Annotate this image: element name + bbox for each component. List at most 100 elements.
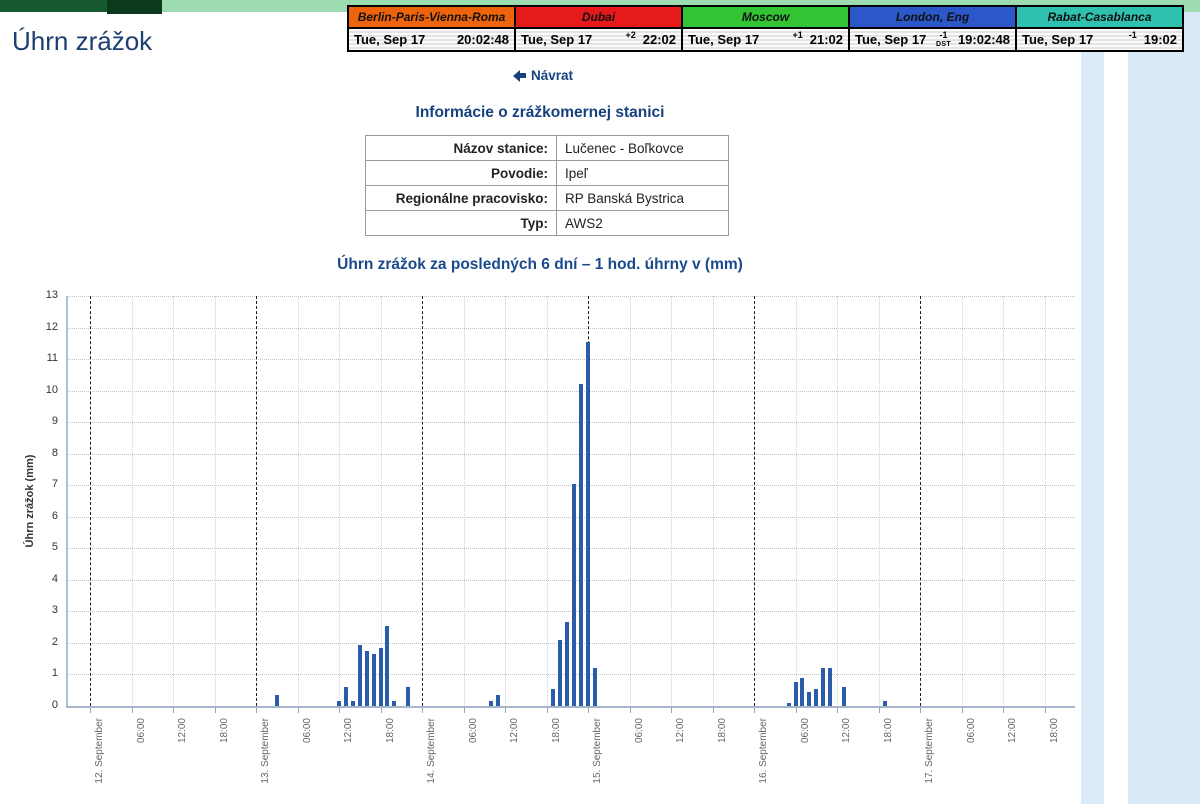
x-tick xyxy=(90,708,91,713)
x-tick-label: 12:00 xyxy=(1007,718,1018,744)
clock-date: Tue, Sep 17 xyxy=(521,32,593,47)
day-boundary-line xyxy=(754,296,755,706)
x-tick-label: 18:00 xyxy=(716,718,728,744)
world-clocks-bar: Berlin-Paris-Vienna-Roma Tue, Sep 17 20:… xyxy=(347,5,1184,52)
y-tick-label: 12 xyxy=(45,320,58,333)
y-gridline xyxy=(68,422,1075,424)
clock-time: 20:02:48 xyxy=(456,32,509,47)
y-axis-line xyxy=(66,296,68,708)
clock-time: 19:02 xyxy=(1143,32,1177,47)
precip-bar xyxy=(371,653,376,706)
row-value: RP Banská Bystrica xyxy=(556,185,729,211)
y-axis-title: Úhrn zrážok (mm) xyxy=(24,454,36,548)
precip-bar xyxy=(385,625,390,706)
precip-bar xyxy=(579,384,584,706)
day-boundary-line xyxy=(920,296,921,706)
x-tick xyxy=(878,708,880,713)
y-gridline xyxy=(68,642,1075,644)
clock-date: Tue, Sep 17 xyxy=(354,32,426,47)
y-gridline xyxy=(68,296,1075,297)
x-tick-label: 18:00 xyxy=(550,718,562,744)
clock-date: Tue, Sep 17 xyxy=(1022,32,1094,47)
x-tick xyxy=(214,708,216,713)
scrollbar-strip[interactable] xyxy=(1081,12,1104,804)
y-gridline xyxy=(68,674,1075,676)
right-side-panel xyxy=(1128,12,1200,804)
y-tick-label: 11 xyxy=(46,352,58,365)
precip-bar xyxy=(807,691,812,706)
clock-time: 21:02 xyxy=(809,32,843,47)
x-tick xyxy=(131,708,133,713)
precip-bar xyxy=(586,341,590,706)
back-link-label: Návrat xyxy=(530,68,574,83)
clock-dubai: Dubai Tue, Sep 17 +2 22:02 xyxy=(514,7,681,50)
precip-bar xyxy=(814,688,819,706)
station-info-heading: Informácie o zrážkomernej stanici xyxy=(415,104,665,121)
precip-bar xyxy=(551,688,556,706)
x-tick-label: 17. September xyxy=(924,718,935,784)
x-gridline xyxy=(131,296,133,706)
x-tick-label: 06:00 xyxy=(135,718,147,744)
x-gridline xyxy=(380,296,382,706)
row-value: Lučenec - Boľkovce xyxy=(556,135,729,161)
table-row: Povodie: Ipeľ xyxy=(365,160,729,186)
x-gridline xyxy=(173,296,174,706)
x-axis-line xyxy=(66,706,1075,708)
x-tick xyxy=(505,708,506,713)
precip-bar xyxy=(343,687,348,706)
back-link[interactable]: Návrat xyxy=(507,68,573,83)
precip-bar xyxy=(841,687,846,706)
y-tick-label: 13 xyxy=(45,289,58,301)
back-arrow-icon xyxy=(507,69,520,82)
precip-bar xyxy=(793,682,798,706)
precip-chart: Úhrn zrážok (mm) 0 1 2 3 4 5 6 7 8 9 10 11 12 13 12. S… xyxy=(0,285,1080,804)
clock-city-label: Moscow xyxy=(683,7,848,29)
day-boundary-line xyxy=(422,296,423,706)
x-tick-label: 12:00 xyxy=(841,718,852,744)
x-gridline xyxy=(878,296,880,706)
x-tick-label: 18:00 xyxy=(882,718,894,744)
precip-bar xyxy=(592,668,597,706)
clock-berlin-paris-vienna-roma: Berlin-Paris-Vienna-Roma Tue, Sep 17 20:… xyxy=(349,7,514,50)
x-gridline xyxy=(712,296,714,706)
y-gridline xyxy=(68,359,1075,361)
x-tick xyxy=(920,708,921,713)
clock-city-label: Rabat-Casablanca xyxy=(1017,7,1182,29)
precip-bar xyxy=(800,677,805,706)
y-tick-label: 1 xyxy=(51,667,58,680)
x-gridline xyxy=(297,296,299,706)
y-tick-label: 2 xyxy=(51,635,58,648)
top-green-bar-dark-segment xyxy=(0,0,107,12)
station-info-table: Názov stanice: Lučenec - Boľkovce Povodi… xyxy=(365,135,729,236)
x-tick-label: 12:00 xyxy=(177,718,188,744)
x-tick xyxy=(173,708,174,713)
x-tick-label: 18:00 xyxy=(1048,718,1060,744)
x-tick-label: 15. September xyxy=(592,718,603,784)
row-label: Povodie: xyxy=(365,160,557,186)
clock-city-label: Berlin-Paris-Vienna-Roma xyxy=(349,7,514,29)
x-tick xyxy=(297,708,299,713)
x-gridline xyxy=(1003,296,1004,706)
chart-title: Úhrn zrážok za posledných 6 dní – 1 hod.… xyxy=(337,256,743,273)
y-gridline xyxy=(68,453,1075,455)
clock-utc-offset: -1 xyxy=(1128,30,1137,40)
y-gridline xyxy=(68,611,1075,613)
x-tick xyxy=(837,708,838,713)
precip-bar xyxy=(406,687,411,706)
x-tick xyxy=(463,708,465,713)
y-tick-label: 3 xyxy=(51,604,58,617)
precip-bar xyxy=(565,622,570,706)
clock-utc-offset: +1 xyxy=(792,30,803,40)
y-tick-label: 5 xyxy=(51,541,58,554)
precip-bar xyxy=(378,647,383,706)
y-tick-label: 4 xyxy=(51,572,58,585)
precip-bar xyxy=(572,483,577,706)
x-tick-label: 13. September xyxy=(260,718,271,784)
clock-city-label: London, Eng xyxy=(850,7,1015,29)
back-row: Návrat xyxy=(0,68,1080,87)
y-gridline xyxy=(68,579,1075,581)
x-gridline xyxy=(837,296,838,706)
x-tick xyxy=(380,708,382,713)
clock-date: Tue, Sep 17 xyxy=(855,32,927,47)
x-tick-label: 18:00 xyxy=(384,718,396,744)
